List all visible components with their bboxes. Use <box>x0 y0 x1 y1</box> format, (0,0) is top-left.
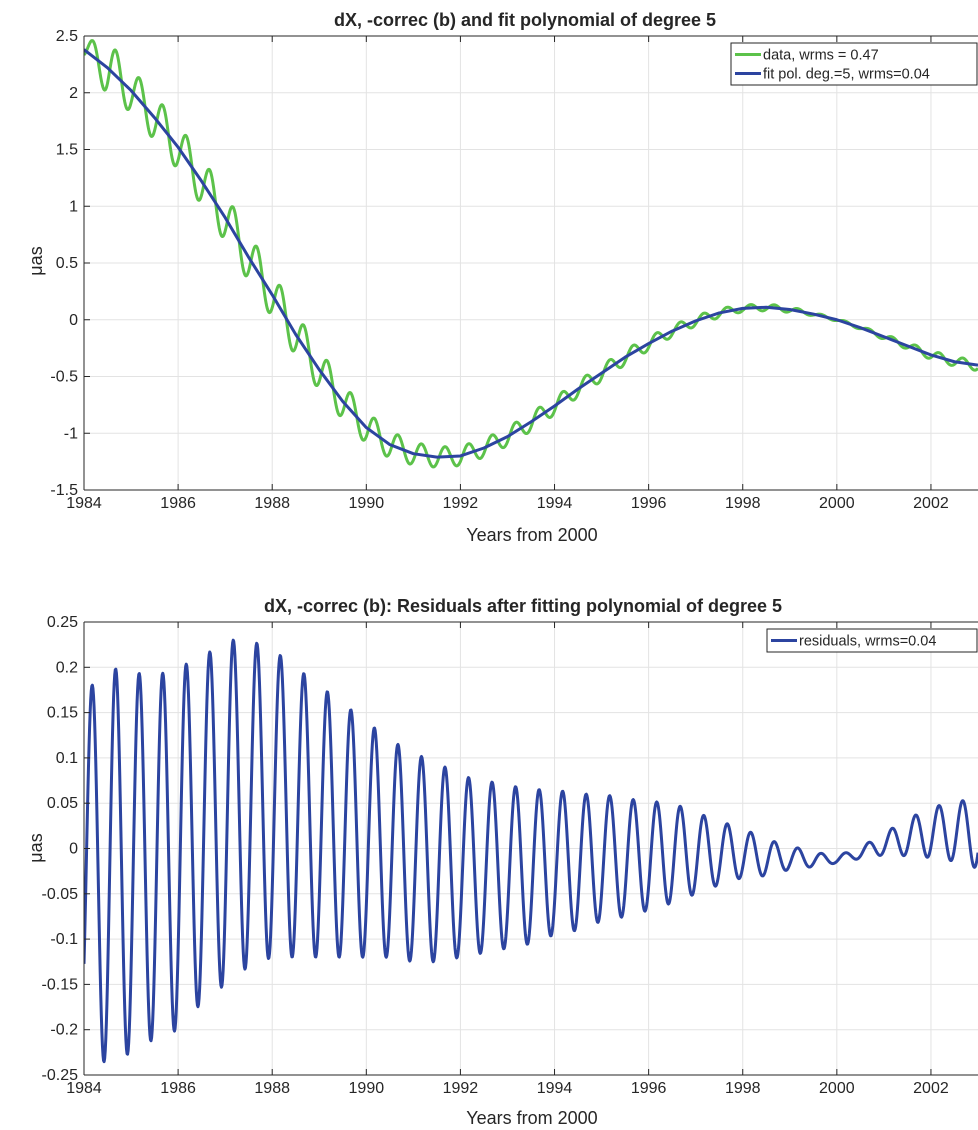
top-chart-xlabel: Years from 2000 <box>466 525 597 545</box>
top-y-tick-label-8: 2.5 <box>56 28 78 45</box>
top-x-tick-label-9: 2002 <box>913 495 949 512</box>
bottom-legend-label-0: residuals, wrms=0.04 <box>799 634 936 650</box>
bottom-chart-grid <box>83 621 978 1076</box>
top-x-tick-label-3: 1990 <box>349 495 385 512</box>
bottom-chart-series <box>84 638 978 1064</box>
bottom-x-tick-label-0: 1984 <box>66 1080 102 1097</box>
top-x-tick-label-4: 1992 <box>443 495 479 512</box>
bottom-y-tick-label-8: 0.15 <box>47 705 78 722</box>
bottom-x-tick-label-7: 1998 <box>725 1080 761 1097</box>
top-chart-axes: 1984 1986 1988 1990 1992 1994 1996 1998 2000 2002… <box>50 28 978 512</box>
top-series-line-1 <box>84 48 978 459</box>
bottom-x-tick-label-3: 1990 <box>349 1080 385 1097</box>
bottom-y-tick-label-0: -0.25 <box>42 1067 79 1084</box>
bottom-chart-axes: 1984 1986 1988 1990 1992 1994 1996 1998 2000 2002… <box>42 614 978 1097</box>
top-chart-ylabel: μas <box>26 246 46 275</box>
top-x-tick-label-2: 1988 <box>254 495 290 512</box>
bottom-y-tick-label-3: -0.1 <box>50 931 78 948</box>
bottom-y-tick-label-6: 0.05 <box>47 795 78 812</box>
top-x-tick-label-8: 2000 <box>819 495 855 512</box>
bottom-chart-title: dX, -correc (b): Residuals after fitting… <box>264 596 782 616</box>
top-y-tick-label-5: 1 <box>69 198 78 215</box>
top-chart-legend: data, wrms = 0.47 fit pol. deg.=5, wrms=0… <box>730 42 978 86</box>
bottom-chart-xlabel: Years from 2000 <box>466 1108 597 1128</box>
top-y-tick-label-0: -1.5 <box>50 482 78 499</box>
top-y-tick-label-7: 2 <box>69 85 78 102</box>
bottom-x-tick-label-6: 1996 <box>631 1080 667 1097</box>
bottom-x-tick-label-1: 1986 <box>160 1080 196 1097</box>
bottom-x-tick-label-9: 2002 <box>913 1080 949 1097</box>
bottom-y-tick-label-1: -0.2 <box>50 1022 78 1039</box>
bottom-legend-box <box>766 628 978 653</box>
top-chart-title: dX, -correc (b) and fit polynomial of de… <box>334 10 716 30</box>
top-legend-box <box>730 42 978 86</box>
bottom-x-tick-label-8: 2000 <box>819 1080 855 1097</box>
bottom-y-tick-label-9: 0.2 <box>56 659 78 676</box>
bottom-x-tick-label-4: 1992 <box>443 1080 479 1097</box>
bottom-chart: dX, -correc (b): Residuals after fitting… <box>26 596 978 1128</box>
bottom-y-tick-label-10: 0.25 <box>47 614 78 631</box>
top-series-line-0 <box>84 39 978 469</box>
top-legend-label-1: fit pol. deg.=5, wrms=0.04 <box>763 67 930 83</box>
top-y-tick-label-6: 1.5 <box>56 142 78 159</box>
top-y-tick-label-3: 0 <box>69 312 78 329</box>
bottom-x-tick-label-5: 1994 <box>537 1080 573 1097</box>
bottom-y-tick-label-4: -0.05 <box>42 886 79 903</box>
bottom-chart-legend: residuals, wrms=0.04 <box>766 628 978 653</box>
top-y-tick-label-4: 0.5 <box>56 255 78 272</box>
top-x-tick-label-0: 1984 <box>66 495 102 512</box>
top-x-tick-label-5: 1994 <box>537 495 573 512</box>
top-x-tick-label-7: 1998 <box>725 495 761 512</box>
top-x-tick-label-6: 1996 <box>631 495 667 512</box>
top-y-tick-label-1: -1 <box>64 425 78 442</box>
top-chart: dX, -correc (b) and fit polynomial of de… <box>26 10 978 545</box>
bottom-y-tick-label-7: 0.1 <box>56 750 78 767</box>
bottom-x-tick-label-2: 1988 <box>254 1080 290 1097</box>
top-x-tick-label-1: 1986 <box>160 495 196 512</box>
top-legend-label-0: data, wrms = 0.47 <box>763 48 879 64</box>
bottom-chart-ylabel: μas <box>26 833 46 862</box>
bottom-y-tick-label-2: -0.15 <box>42 976 79 993</box>
bottom-series-line-0 <box>84 638 978 1064</box>
bottom-y-tick-label-5: 0 <box>69 841 78 858</box>
top-chart-series <box>84 39 978 469</box>
top-y-tick-label-2: -0.5 <box>50 369 78 386</box>
